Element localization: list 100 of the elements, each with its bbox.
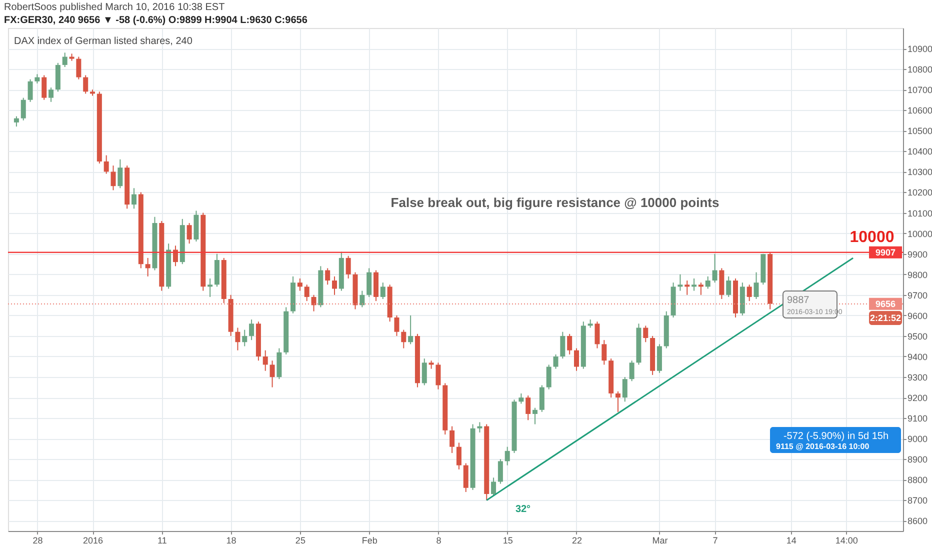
y-tick-label: 9200	[908, 393, 928, 404]
candlestick	[131, 188, 136, 210]
y-tick-label: 9000	[908, 434, 928, 444]
candlestick	[450, 426, 455, 454]
candlestick	[532, 407, 538, 425]
y-tick-label: 9700	[908, 290, 928, 300]
candlestick	[145, 257, 150, 277]
candlestick	[332, 276, 338, 296]
y-tick-label: 9300	[908, 372, 928, 383]
candlestick	[42, 74, 47, 100]
candlestick	[14, 116, 19, 128]
y-tick-label: 8700	[908, 496, 928, 506]
candlestick	[692, 278, 697, 292]
annotation: 2:21:52	[870, 313, 902, 323]
candlestick	[325, 268, 330, 286]
y-tick-label: 8800	[908, 475, 928, 486]
y-tick-label: 10900	[908, 44, 932, 54]
candlestick	[48, 87, 54, 102]
y-tick-label: 10200	[908, 188, 932, 198]
x-tick-label: 14:00	[835, 536, 858, 546]
candlestick	[712, 253, 718, 284]
candlestick	[104, 154, 109, 174]
candlestick	[754, 272, 759, 300]
x-tick-label: 25	[295, 536, 306, 546]
annotation: 32°	[515, 504, 531, 515]
y-tick-label: 10300	[908, 167, 932, 178]
candlestick	[436, 362, 441, 390]
candlestick	[394, 314, 400, 336]
candlestick	[262, 350, 268, 372]
candlestick	[208, 278, 213, 298]
y-tick-label: 8600	[908, 516, 928, 526]
candlestick	[567, 333, 572, 355]
y-tick-label: 9900	[908, 249, 928, 260]
candlestick	[463, 462, 468, 492]
candlestick	[456, 442, 462, 470]
y-tick-label: 10800	[908, 64, 932, 75]
ref-line-label: 9907	[875, 247, 896, 258]
chart-title: FX:GER30, 240 9656 ▼ -58 (-0.6%) O:9899 H:9904 L:9630 C:9656	[4, 15, 308, 26]
candlestick	[28, 78, 33, 102]
candlestick	[594, 321, 600, 349]
x-tick-label: 28	[32, 536, 43, 546]
y-tick-label: 10500	[908, 126, 932, 136]
candlestick	[360, 290, 365, 308]
candlestick	[297, 278, 302, 292]
candlestick	[726, 276, 732, 298]
x-tick-label: 7	[712, 536, 718, 546]
y-tick-label: 9800	[908, 270, 928, 280]
candlestick	[498, 458, 503, 484]
candlestick	[118, 158, 123, 189]
y-tick-label: 9500	[908, 331, 928, 342]
candlestick	[477, 422, 482, 433]
candlestick	[422, 358, 427, 386]
candlestick	[746, 284, 752, 302]
candlestick	[172, 245, 178, 267]
candlestick	[380, 282, 386, 300]
candlestick	[615, 390, 620, 412]
annotation: -572 (-5.90%) in 5d 15h	[783, 431, 889, 442]
candlestick	[546, 364, 552, 390]
x-tick-label: 18	[226, 536, 236, 546]
x-tick-label: 8	[436, 536, 442, 546]
annotation: 10000	[850, 229, 894, 246]
candlestick	[574, 348, 579, 372]
candlestick	[539, 384, 544, 412]
x-tick-label: Feb	[362, 536, 378, 546]
ref-line-label: 9656	[875, 298, 896, 309]
candlestick	[346, 255, 351, 279]
candlestick	[186, 222, 192, 244]
x-tick-label: Mar	[652, 536, 668, 546]
candlestick	[491, 477, 496, 497]
candlestick	[705, 276, 710, 290]
annotation: False break out, big figure resistance @ 10000 points	[390, 195, 720, 210]
candlestick	[560, 331, 566, 360]
candlestick	[20, 97, 26, 121]
candlestick	[678, 274, 683, 292]
candlestick	[526, 395, 531, 421]
x-tick-label: 22	[572, 536, 582, 546]
y-tick-label: 9600	[908, 310, 928, 321]
candlestick	[270, 360, 275, 388]
candlestick	[643, 325, 648, 343]
candlestick	[401, 329, 406, 349]
candlestick	[504, 446, 510, 466]
x-tick-label: 2016	[82, 536, 104, 546]
candlestick	[553, 354, 558, 370]
candlestick	[304, 284, 310, 302]
candlestick	[408, 314, 414, 345]
y-tick-label: 9100	[908, 414, 928, 424]
candlestick	[366, 268, 372, 298]
x-tick-label: 15	[502, 536, 513, 546]
text: DAX index of German listed shares, 240	[14, 36, 193, 47]
y-tick-label: 10400	[908, 146, 932, 157]
y-tick-label: 10100	[908, 208, 932, 218]
candlestick	[242, 329, 248, 347]
candlestick	[62, 52, 68, 68]
y-tick-label: 9400	[908, 352, 928, 362]
y-tick-label: 10000	[908, 228, 932, 239]
y-tick-label: 10700	[908, 85, 932, 96]
candlestick	[698, 282, 704, 296]
candlestick	[76, 56, 82, 80]
x-tick-label: 14	[786, 536, 796, 546]
candlestick	[602, 340, 607, 366]
